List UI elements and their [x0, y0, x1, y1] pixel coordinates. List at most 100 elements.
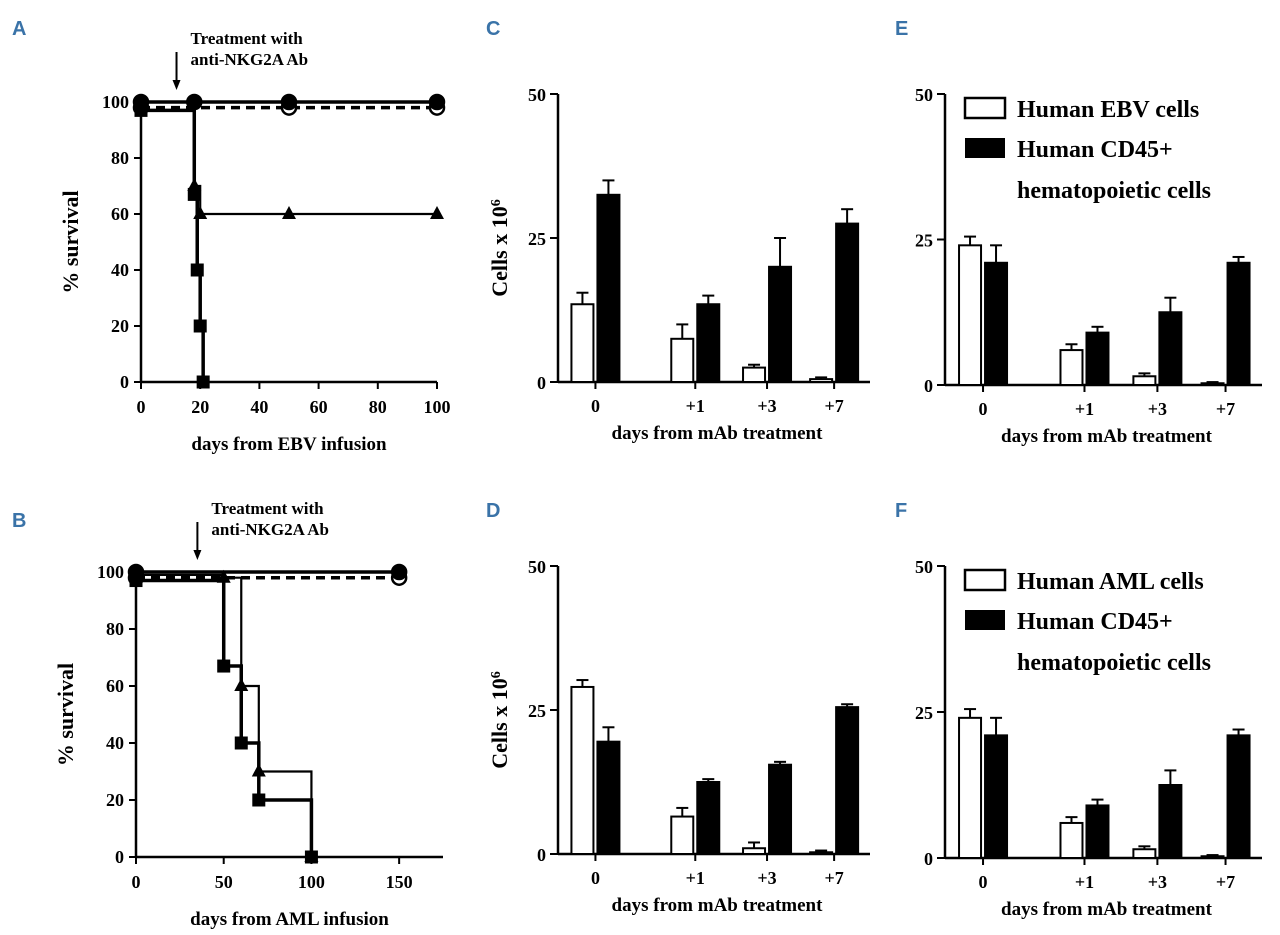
data-point-triangle: [193, 206, 208, 219]
x-tick-label: 0: [591, 396, 600, 416]
y-tick-label: 25: [528, 701, 546, 721]
bar-open: [1132, 375, 1157, 386]
x-tick-label: 150: [386, 872, 413, 892]
y-tick-label: 20: [106, 790, 124, 810]
bar-open: [1059, 821, 1084, 860]
x-tick-label: 0: [137, 397, 146, 417]
y-tick-label: 25: [915, 703, 933, 723]
x-tick-label: +3: [757, 396, 776, 416]
x-tick-label: +3: [1148, 872, 1167, 892]
x-axis-label: days from mAb treatment: [612, 895, 824, 916]
legend-swatch-open: [963, 96, 1007, 120]
x-axis-label: days from mAb treatment: [612, 423, 824, 444]
data-point-square: [252, 793, 266, 807]
data-point-circle: [280, 93, 298, 111]
y-tick-label: 100: [102, 92, 129, 112]
y-axis-label: Cells x 106: [487, 671, 512, 768]
panel-label: A: [12, 18, 26, 40]
data-point-square: [187, 187, 201, 201]
bar-open: [1200, 382, 1225, 386]
y-axis-label-superscript: 6: [489, 199, 504, 206]
bar-filled: [1226, 261, 1251, 386]
data-point-square: [129, 574, 143, 588]
x-tick-label: 100: [298, 872, 325, 892]
bar-filled: [835, 222, 860, 383]
data-point-square: [234, 736, 248, 750]
y-axis-label: % survival: [58, 190, 83, 293]
survival-line: [141, 108, 205, 382]
legend-label: Human AML cells: [1017, 569, 1204, 595]
y-tick-label: 0: [924, 849, 933, 869]
y-tick-label: 0: [120, 372, 129, 392]
bar-open: [809, 851, 834, 855]
x-tick-label: 0: [979, 872, 988, 892]
legend-swatch-open: [963, 568, 1007, 592]
survival-chart-b: B 0 20 40 60 80 100 0 50 100 150 % survival days fro…: [12, 499, 443, 930]
x-tick-label: +7: [824, 868, 843, 888]
bar-filled: [984, 261, 1009, 386]
y-tick-label: 25: [528, 229, 546, 249]
bar-filled: [1085, 804, 1110, 860]
annotation-arrow-head: [172, 80, 181, 90]
annotation-line: Treatment with: [191, 29, 304, 48]
bar-open: [570, 303, 595, 383]
bar-filled: [984, 734, 1009, 859]
panel-label: B: [12, 510, 26, 532]
y-tick-label: 50: [915, 85, 933, 105]
x-tick-label: 80: [369, 397, 387, 417]
y-tick-label: 50: [528, 85, 546, 105]
y-tick-label: 80: [111, 148, 129, 168]
x-tick-label: 0: [132, 872, 141, 892]
y-tick-label: 40: [111, 260, 129, 280]
y-tick-label: 40: [106, 733, 124, 753]
bar-open: [1132, 848, 1157, 859]
data-point-triangle: [430, 206, 444, 219]
survival-line: [136, 578, 314, 857]
bar-filled: [696, 781, 721, 855]
bar-filled: [1158, 784, 1183, 859]
x-tick-label: +7: [824, 396, 843, 416]
panel-label: F: [895, 500, 907, 522]
bar-filled: [835, 706, 860, 855]
series-square: [134, 103, 210, 389]
data-point-triangle: [282, 206, 296, 219]
y-axis-label: % survival: [53, 663, 78, 766]
y-tick-label: 60: [106, 676, 124, 696]
data-point-circle: [390, 563, 408, 581]
legend-label: hematopoietic cells: [1017, 178, 1211, 204]
x-tick-label: 100: [424, 397, 451, 417]
x-axis-label: days from EBV infusion: [191, 434, 387, 455]
bar-filled: [596, 740, 621, 855]
bar-open: [742, 366, 767, 384]
x-tick-label: +1: [686, 868, 705, 888]
data-point-square: [196, 375, 210, 389]
x-tick-label: 50: [215, 872, 233, 892]
bar-open: [742, 847, 767, 855]
x-tick-label: 40: [250, 397, 268, 417]
data-point-square: [134, 103, 148, 117]
x-tick-label: 0: [979, 399, 988, 419]
data-point-square: [190, 263, 204, 277]
series-square: [129, 574, 318, 864]
bar-open: [958, 716, 983, 860]
y-tick-label: 0: [924, 376, 933, 396]
annotation-arrow-head: [193, 550, 202, 560]
x-tick-label: +1: [686, 396, 705, 416]
legend-label: hematopoietic cells: [1017, 650, 1211, 676]
data-point-square: [304, 850, 318, 864]
data-point-triangle: [134, 94, 148, 107]
x-tick-label: +7: [1216, 399, 1235, 419]
legend-label: Human CD45+: [1017, 609, 1173, 635]
legend-swatch-filled: [965, 138, 1005, 158]
y-tick-label: 60: [111, 204, 129, 224]
bar-open: [958, 244, 983, 386]
bar-open: [1200, 855, 1225, 859]
x-tick-label: 0: [591, 868, 600, 888]
y-axis-label-superscript: 6: [489, 671, 504, 678]
x-tick-label: 20: [191, 397, 209, 417]
y-tick-label: 50: [528, 557, 546, 577]
y-tick-label: 25: [915, 231, 933, 251]
y-tick-label: 20: [111, 316, 129, 336]
